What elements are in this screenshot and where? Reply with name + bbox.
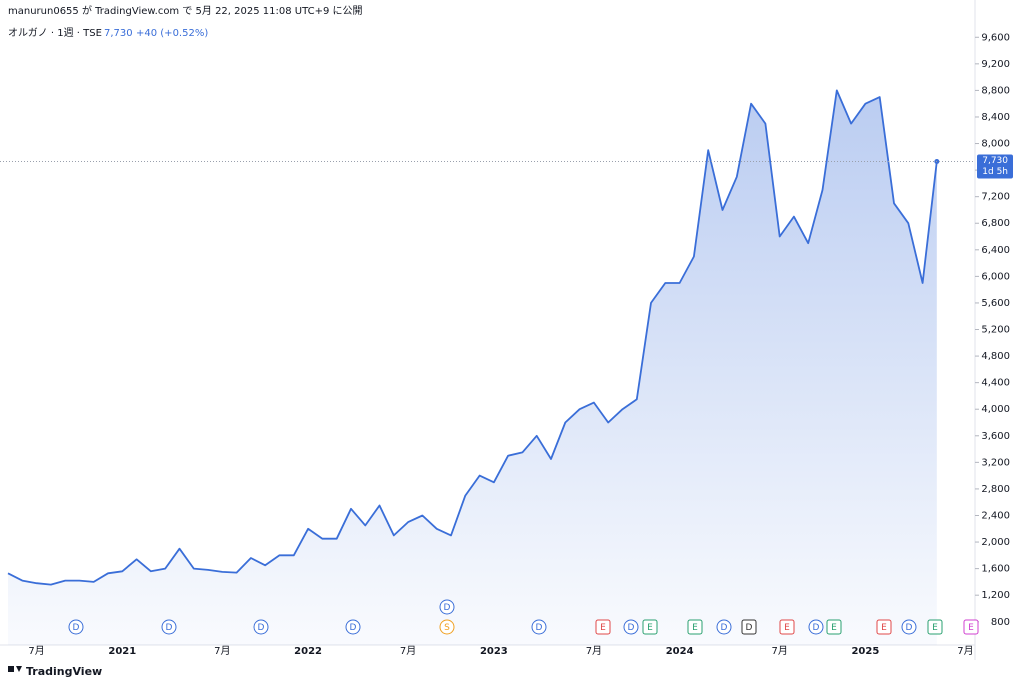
event-marker (808, 619, 824, 635)
event-label: D (350, 623, 357, 633)
event-label: E (647, 623, 653, 633)
x-tick-label: 7月 (957, 645, 973, 657)
y-tick-label: 4,400 (981, 378, 1010, 389)
event-marker (253, 619, 269, 635)
event-marker (531, 619, 547, 635)
y-tick-label: 8,800 (981, 85, 1010, 96)
event-marker (345, 619, 361, 635)
event-marker (826, 619, 842, 635)
event-label: D (813, 623, 820, 633)
published-line: manurun0655 が TradingView.com で 5月 22, 2… (8, 4, 363, 17)
event-label: D (166, 623, 173, 633)
event-marker (927, 619, 943, 635)
x-tick-label: 7月 (400, 645, 416, 657)
event-label: D (73, 623, 80, 633)
y-tick-label: 4,000 (981, 404, 1010, 415)
legend-price: 7,730 (104, 28, 133, 39)
area-fill (8, 90, 937, 645)
x-tick-label: 7月 (28, 645, 44, 657)
x-tick-label: 2025 (851, 646, 879, 657)
y-tick-label: 3,600 (981, 431, 1010, 442)
y-tick-label: 6,400 (981, 245, 1010, 256)
price-tag-value: 7,730 (982, 156, 1008, 166)
event-marker (876, 619, 892, 635)
x-tick-label: 2023 (480, 646, 508, 657)
event-label: E (881, 623, 887, 633)
event-label: D (536, 623, 543, 633)
y-tick-label: 3,200 (981, 457, 1010, 468)
event-marker (623, 619, 639, 635)
event-label: D (746, 623, 753, 633)
price-tag (977, 154, 1013, 179)
event-marker (741, 619, 757, 635)
symbol: オルガノ · 1週 · TSE (8, 27, 102, 39)
event-marker (439, 619, 455, 635)
event-label: E (831, 623, 837, 633)
price-line (7, 89, 938, 586)
event-label: E (692, 623, 698, 633)
event-label: D (444, 603, 451, 613)
x-tick-label: 2024 (666, 646, 694, 657)
y-tick-label: 9,600 (981, 32, 1010, 43)
x-tick-label: 7月 (586, 645, 602, 657)
x-tick-label: 2021 (108, 646, 136, 657)
y-tick-label: 2,000 (981, 537, 1010, 548)
y-tick-label: 2,400 (981, 510, 1010, 521)
event-marker (439, 599, 455, 615)
event-label: E (968, 623, 974, 633)
event-marker (779, 619, 795, 635)
logo (8, 666, 22, 672)
y-tick-label: 8,400 (981, 112, 1010, 123)
footer-brand: TradingView (26, 665, 102, 678)
event-marker (963, 619, 979, 635)
x-tick-label: 7月 (214, 645, 230, 657)
x-tick-label: 7月 (771, 645, 787, 657)
legend-change: +40 (+0.52%) (136, 28, 208, 39)
y-tick-label: 1,200 (981, 590, 1010, 601)
y-tick-label: 1,600 (981, 564, 1010, 575)
event-marker (161, 619, 177, 635)
y-tick-label: 9,200 (981, 59, 1010, 70)
event-label: D (906, 623, 913, 633)
event-label: S (444, 623, 450, 633)
y-tick-label: 8,000 (981, 139, 1010, 150)
event-label: E (932, 623, 938, 633)
y-tick-label: 6,000 (981, 271, 1010, 282)
y-tick-label: 4,800 (981, 351, 1010, 362)
y-tick-label: 5,600 (981, 298, 1010, 309)
event-marker (687, 619, 703, 635)
event-label: D (721, 623, 728, 633)
y-tick-label: 2,800 (981, 484, 1010, 495)
event-marker (68, 619, 84, 635)
event-marker (595, 619, 611, 635)
y-tick-label: 5,200 (981, 325, 1010, 336)
event-marker (901, 619, 917, 635)
event-marker (716, 619, 732, 635)
x-tick-label: 2022 (294, 646, 322, 657)
event-marker (642, 619, 658, 635)
event-label: E (600, 623, 606, 633)
price-tag-countdown: 1d 5h (982, 167, 1008, 177)
event-label: D (628, 623, 635, 633)
y-tick-label: 800 (991, 617, 1010, 628)
event-label: D (258, 623, 265, 633)
event-label: E (784, 623, 790, 633)
y-tick-label: 6,800 (981, 218, 1010, 229)
y-tick-label: 7,200 (981, 192, 1010, 203)
